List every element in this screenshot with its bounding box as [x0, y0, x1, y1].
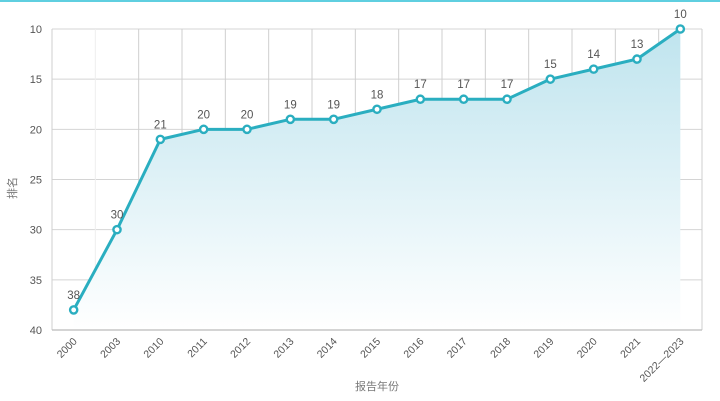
y-tick-label: 25 [30, 175, 42, 187]
x-tick-label: 2010 [141, 336, 166, 361]
y-tick-label: 30 [30, 225, 42, 237]
data-label: 15 [544, 59, 557, 71]
data-point [675, 24, 686, 34]
data-label: 14 [587, 49, 600, 61]
data-point [328, 114, 339, 125]
data-point [588, 64, 599, 74]
x-tick-label: 2000 [55, 336, 80, 361]
data-point [502, 94, 512, 105]
x-tick-label: 2020 [575, 336, 600, 361]
x-tick-label: 2021 [618, 336, 643, 361]
x-tick-label: 2013 [271, 336, 296, 361]
x-tick-label: 2003 [98, 336, 123, 361]
x-tick-label: 2019 [531, 336, 556, 361]
top-accent-bar [0, 0, 720, 2]
data-label: 18 [371, 89, 384, 101]
x-tick-label: 2015 [358, 336, 383, 361]
y-tick-label: 40 [30, 325, 42, 337]
data-label: 20 [241, 109, 254, 121]
data-label: 21 [154, 119, 167, 131]
data-point [545, 74, 556, 84]
x-tick-label: 2022—2023 [638, 336, 687, 385]
data-point [632, 54, 642, 64]
y-tick-label: 15 [30, 74, 42, 86]
data-point [372, 104, 382, 115]
x-tick-label: 2014 [315, 336, 340, 361]
y-tick-label: 35 [30, 275, 42, 287]
x-tick-label: 2011 [185, 336, 210, 361]
data-label: 17 [414, 79, 427, 91]
data-label: 19 [284, 99, 297, 111]
data-point [242, 124, 252, 135]
data-label: 20 [197, 109, 210, 121]
x-tick-label: 2018 [488, 336, 513, 361]
data-label: 10 [674, 9, 687, 21]
data-point [155, 134, 166, 145]
data-point [68, 305, 79, 315]
points: 38 30 21 20 20 19 19 18 17 17 17 15 14 13 10 [67, 9, 687, 315]
area-fill [73, 29, 681, 330]
data-label: 30 [111, 210, 124, 222]
data-label: 17 [457, 79, 470, 91]
y-tick-label: 20 [30, 124, 42, 136]
data-point [458, 94, 469, 105]
x-tick-label: 2012 [228, 336, 253, 361]
data-point [198, 124, 209, 135]
x-tick-label: 2016 [401, 336, 426, 361]
y-tick-label: 10 [30, 24, 42, 36]
y-axis-label: 排名 [5, 177, 19, 199]
data-label: 13 [631, 39, 644, 51]
data-label: 17 [501, 79, 514, 91]
data-point [112, 224, 122, 235]
data-point [415, 94, 426, 105]
data-label: 19 [327, 99, 340, 111]
data-point [285, 114, 296, 125]
x-tick-label: 2017 [445, 336, 470, 361]
x-axis-label: 报告年份 [355, 379, 399, 393]
data-label: 38 [67, 290, 80, 302]
